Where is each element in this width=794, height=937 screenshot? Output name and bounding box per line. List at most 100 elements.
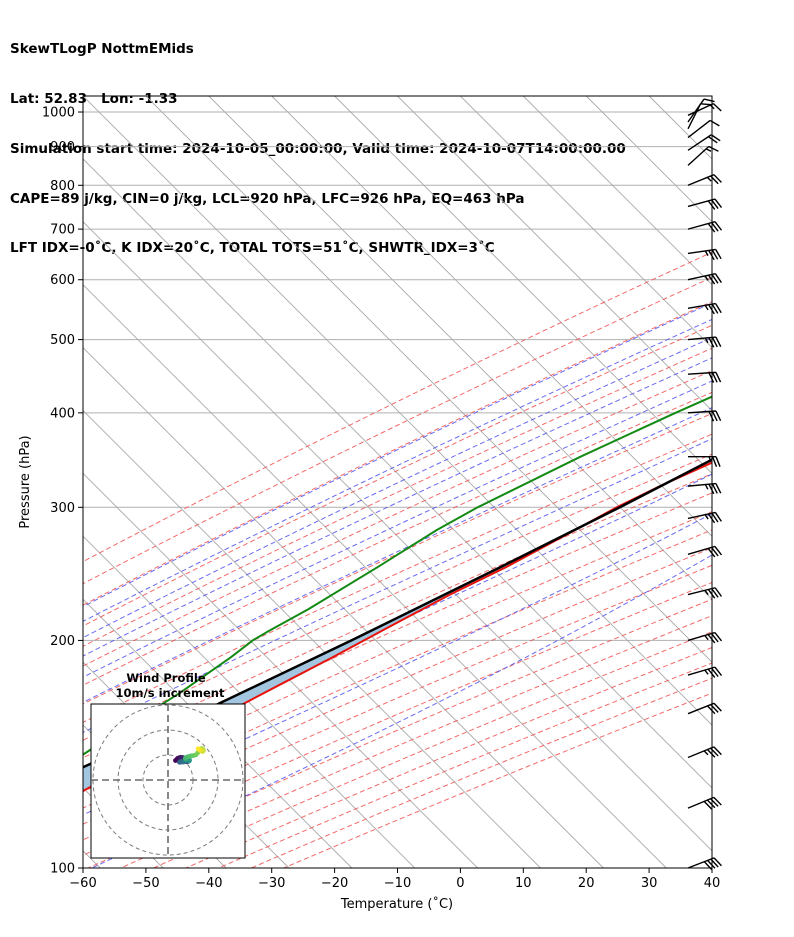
- moist-adiabat: [83, 357, 712, 657]
- wind-barb-flag: [713, 796, 722, 806]
- moist-adiabat: [83, 512, 712, 816]
- wind-barb-flag: [703, 800, 713, 810]
- wind-barb: [687, 587, 723, 599]
- wind-barb-staff: [687, 146, 710, 166]
- dry-adiabat: [218, 662, 712, 868]
- dry-adiabat: [83, 276, 712, 585]
- wind-barb-staff: [687, 631, 716, 642]
- title-station: SkewTLogP NottmEMids: [10, 41, 194, 58]
- wind-barb-half-flag: [704, 304, 709, 311]
- wind-barb: [687, 198, 723, 210]
- wind-barb-flag: [713, 746, 722, 756]
- wind-barb: [687, 796, 722, 810]
- isotherm: [397, 96, 712, 412]
- wind-barb-flag: [708, 145, 719, 152]
- wind-barb-flag: [711, 222, 719, 232]
- isotherm: [271, 96, 712, 537]
- isotherm: [83, 96, 712, 726]
- wind-barb-staff: [687, 482, 716, 487]
- x-tick-label: 20: [578, 876, 595, 891]
- wind-barb-staff: [687, 272, 716, 281]
- wind-barb-flag: [708, 337, 715, 348]
- wind-barb-flag: [710, 547, 719, 557]
- dry-adiabat: [283, 692, 712, 868]
- y-tick-label: 300: [50, 501, 75, 516]
- x-axis-label: Temperature (˚C): [340, 896, 453, 912]
- wind-barb-flag: [711, 410, 718, 422]
- x-tick-label: −30: [258, 876, 285, 891]
- hodograph-title: Wind Profile: [126, 671, 206, 685]
- dewpoint-profile-line: [83, 395, 712, 756]
- wind-barb: [687, 410, 722, 422]
- wind-barb-staff: [687, 587, 716, 596]
- isotherm: [208, 96, 712, 600]
- wind-barb-half-flag: [704, 669, 709, 675]
- isotherm: [83, 409, 541, 868]
- wind-barb-half-flag: [704, 514, 709, 520]
- wind-barb: [687, 102, 722, 116]
- temperature-axis: −60 −50 −40 −30 −20 −10 0 10 20 30 40: [69, 868, 720, 891]
- wind-barb-flag: [712, 103, 722, 112]
- figure-title-block: SkewTLogP NottmEMids Lat: 52.83 Lon: -1.…: [10, 8, 626, 274]
- wind-barb-staff: [687, 198, 716, 208]
- wind-barb: [687, 103, 712, 130]
- dry-adiabat: [83, 453, 712, 741]
- wind-barb-flag: [715, 410, 722, 422]
- wind-barb-flag: [713, 174, 722, 183]
- wind-barb-staff: [687, 857, 715, 869]
- y-tick-label: 600: [50, 273, 75, 288]
- wind-barb: [687, 702, 722, 715]
- wind-barb-flag: [703, 98, 715, 103]
- wind-barb-staff: [687, 119, 711, 139]
- wind-barb-flag: [711, 249, 719, 260]
- wind-barb-staff: [687, 221, 716, 230]
- wind-barb-flag: [715, 303, 722, 314]
- dry-adiabat: [120, 615, 712, 868]
- wind-barb: [687, 119, 720, 139]
- wind-barb-flag: [715, 456, 721, 467]
- dry-adiabat: [185, 646, 712, 868]
- wind-barb-staff: [687, 545, 716, 555]
- x-tick-label: −20: [321, 876, 348, 891]
- wind-barb-flag: [708, 250, 715, 261]
- x-tick-label: 30: [641, 876, 658, 891]
- wind-barb-half-flag: [708, 456, 712, 462]
- moist-adiabat: [91, 554, 712, 868]
- dry-adiabat: [83, 547, 712, 825]
- wind-barb-flag: [706, 799, 716, 809]
- x-tick-label: −10: [384, 876, 411, 891]
- wind-barb-flag: [710, 633, 719, 643]
- wind-barb-flag: [711, 512, 719, 523]
- wind-barb-flag: [714, 587, 723, 597]
- wind-barb-staff: [687, 174, 715, 186]
- wind-barb-staff: [687, 336, 716, 341]
- isotherm: [145, 96, 712, 663]
- x-tick-label: 40: [704, 876, 721, 891]
- wind-barb: [687, 545, 723, 558]
- title-location: Lat: 52.83 Lon: -1.33: [10, 90, 178, 107]
- wind-barb-flag: [714, 666, 723, 677]
- wind-barb: [687, 482, 722, 495]
- wind-barb-flag: [707, 859, 716, 869]
- wind-barb-flag: [707, 548, 716, 558]
- wind-barb-flag: [707, 634, 716, 644]
- wind-barb-flag: [715, 372, 722, 383]
- wind-barb-flag: [714, 198, 723, 209]
- wind-barb-flag: [714, 632, 723, 642]
- wind-barb-flag: [711, 274, 719, 284]
- wind-barb: [687, 272, 722, 285]
- wind-barb-flag: [711, 483, 718, 494]
- wind-barb-flag: [713, 857, 722, 867]
- y-tick-label: 900: [50, 140, 75, 155]
- isotherm: [83, 158, 712, 789]
- x-tick-label: −50: [132, 876, 159, 891]
- wind-barb-half-flag: [705, 148, 712, 152]
- wind-barb-flag: [711, 337, 718, 348]
- wind-barb: [687, 371, 722, 383]
- wind-barb: [687, 134, 721, 151]
- wind-barb-flag: [711, 588, 719, 598]
- hodograph-subtitle: 10m/s increment: [116, 686, 225, 700]
- wind-barb: [687, 145, 719, 166]
- moist-adiabat: [83, 318, 712, 622]
